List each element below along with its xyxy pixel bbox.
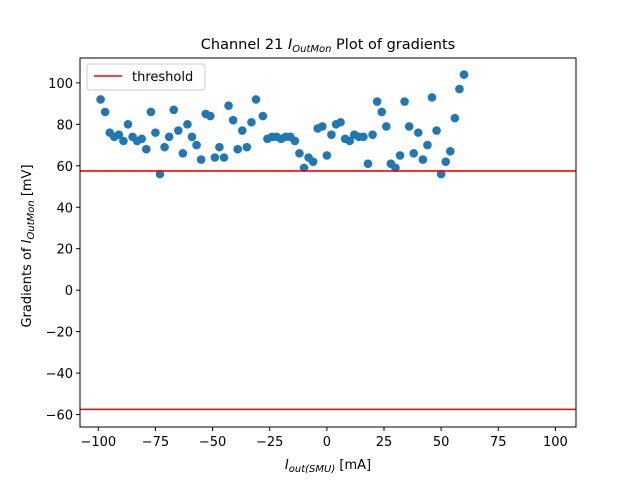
axes: −100 −75 −50 −25 0 25 50 75 100 −60 −40 −20 0 20 40 60 8… (46, 57, 577, 450)
data-point (395, 151, 405, 160)
data-point (224, 101, 233, 110)
data-point (155, 169, 165, 179)
data-point (427, 93, 437, 102)
data-point (205, 111, 215, 121)
x-tick-label: 75 (490, 435, 507, 450)
y-tick-label: 80 (56, 118, 73, 133)
y-tick-label: 0 (65, 284, 73, 299)
data-point (317, 122, 327, 131)
data-point (151, 128, 160, 137)
data-point (368, 130, 377, 139)
data-point (114, 130, 124, 139)
data-point (445, 146, 455, 156)
data-point (381, 122, 391, 131)
y-tick-label: 20 (56, 243, 73, 258)
plot-area (80, 70, 576, 411)
y-tick-label: 40 (56, 201, 73, 216)
data-point (187, 132, 197, 142)
y-tick-label: −20 (46, 326, 73, 341)
data-point (391, 163, 400, 173)
data-point (192, 140, 201, 150)
y-tick-label: 60 (56, 160, 73, 175)
data-point (237, 126, 247, 135)
data-point (160, 142, 169, 152)
data-point (345, 136, 355, 146)
x-tick-label: −25 (256, 435, 283, 450)
x-tick-label: 100 (543, 435, 568, 450)
data-point (404, 122, 414, 131)
legend: threshold (86, 63, 206, 91)
x-tick-label: 25 (376, 435, 393, 450)
x-tick-label: 50 (433, 435, 450, 450)
data-point (164, 132, 174, 142)
data-point (336, 117, 345, 127)
data-point (173, 126, 183, 135)
data-point (196, 155, 206, 164)
data-point (409, 149, 419, 158)
data-point (100, 107, 110, 117)
data-point (247, 117, 256, 127)
data-point (169, 105, 179, 115)
y-tick-label: −40 (46, 367, 73, 382)
chart-title: Channel 21 IOutMon Plot of gradients (201, 37, 455, 55)
y-tick-label: −60 (46, 409, 73, 424)
data-point (436, 169, 446, 179)
x-tick-label: −50 (199, 435, 226, 450)
data-point (432, 126, 441, 135)
data-point (178, 149, 188, 158)
x-tick-label: −100 (80, 435, 116, 450)
data-point (242, 142, 252, 152)
data-point (258, 111, 268, 121)
data-point (228, 115, 238, 125)
data-point (96, 95, 105, 104)
data-point (299, 163, 309, 173)
data-point (423, 140, 432, 150)
data-point (146, 107, 156, 117)
x-tick-label: −75 (142, 435, 169, 450)
data-point (450, 113, 460, 123)
data-point (215, 142, 224, 152)
data-point (219, 153, 229, 162)
data-point (441, 157, 451, 166)
data-point (290, 136, 300, 146)
data-point (372, 97, 382, 106)
legend-box (86, 63, 206, 91)
data-point (459, 70, 469, 79)
data-point (418, 155, 428, 164)
data-point (455, 84, 464, 94)
data-point (295, 149, 304, 158)
x-tick-label: 0 (323, 435, 331, 450)
data-point (359, 132, 368, 142)
y-axis-label: Gradients of IOutMon [mV] (20, 164, 37, 327)
data-point (413, 128, 423, 137)
y-tick-label: 100 (48, 77, 73, 92)
data-point (377, 107, 387, 117)
data-point (210, 153, 220, 162)
plot-frame (79, 57, 577, 428)
data-point (251, 95, 261, 104)
legend-threshold-label: threshold (132, 70, 193, 85)
data-point (233, 144, 243, 154)
data-point (137, 134, 147, 144)
data-point (123, 120, 133, 129)
data-point (400, 97, 409, 106)
data-point (141, 144, 151, 154)
data-point (363, 159, 373, 169)
data-point (183, 120, 192, 129)
x-axis-label: Iout(SMU) [mA] (285, 458, 371, 475)
data-point (327, 130, 336, 139)
data-point (119, 136, 128, 146)
data-point (308, 157, 318, 166)
data-point (322, 151, 332, 160)
